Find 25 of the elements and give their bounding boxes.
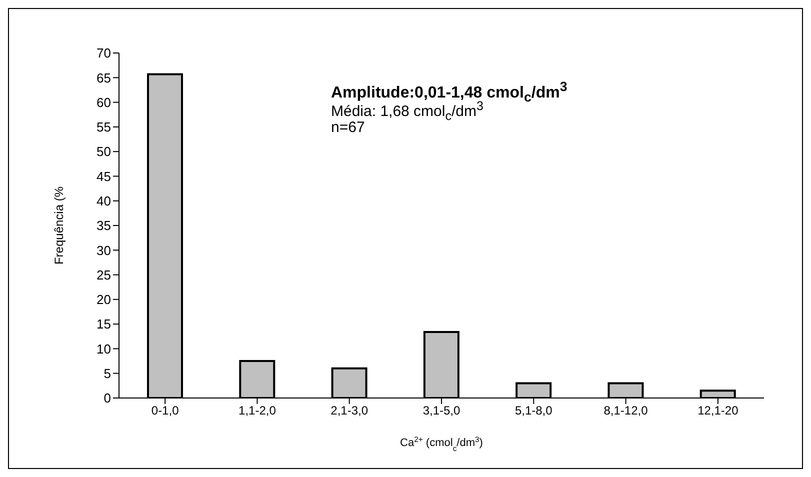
x-axis-title: Ca$^{2+}$ (cmol$_{c}$/dm$^{3}$) — [400, 434, 483, 452]
y-tick-label: 40 — [96, 193, 111, 208]
x-tick-label: 1,1-2,0 — [238, 404, 276, 418]
x-tick-label: 3,1-5,0 — [422, 404, 461, 418]
x-tick-label: 5,1-8,0 — [514, 404, 553, 418]
y-tick-label: 60 — [96, 94, 111, 110]
y-tick-label: 15 — [96, 316, 111, 332]
x-tick-label: 2,1-3,0 — [330, 404, 368, 418]
y-tick-label: 10 — [96, 341, 111, 356]
x-tick-label: 12,1-20 — [698, 404, 739, 418]
y-tick-label: 65 — [96, 70, 111, 86]
annotation: n=67 — [331, 119, 365, 136]
y-tick-label: 35 — [96, 218, 111, 234]
y-axis-title: Frequência (% — [52, 186, 66, 265]
y-tick-label: 5 — [104, 366, 111, 381]
y-tick-label: 25 — [96, 267, 111, 282]
y-tick-label: 50 — [96, 144, 111, 160]
y-tick-label: 70 — [96, 46, 111, 61]
y-tick-label: 55 — [96, 120, 111, 135]
y-tick-label: 0 — [104, 390, 111, 406]
x-tick-label: 0-1,0 — [151, 404, 180, 418]
x-tick-label: 8,1-12,0 — [604, 404, 648, 418]
y-tick-label: 30 — [96, 242, 111, 258]
y-tick-label: 45 — [96, 168, 111, 184]
y-tick-label: 20 — [96, 292, 111, 308]
